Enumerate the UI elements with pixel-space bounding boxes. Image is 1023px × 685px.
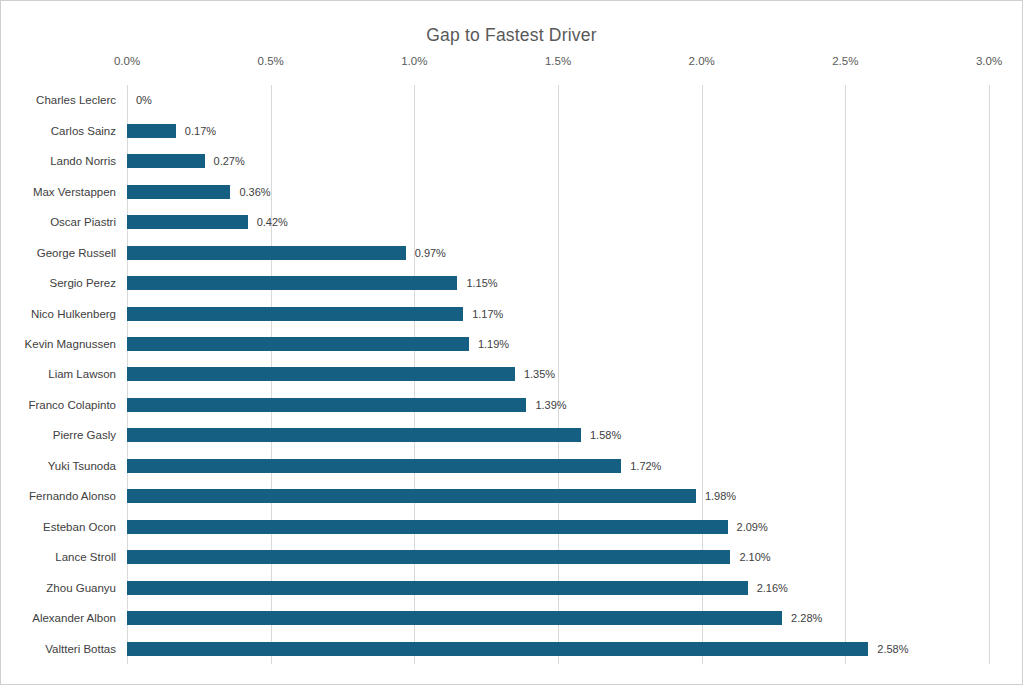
category-label: George Russell: [37, 247, 116, 259]
category-label: Pierre Gasly: [53, 429, 116, 441]
bar: [127, 550, 730, 564]
gridline: [989, 85, 990, 664]
bar-row: Carlos Sainz0.17%: [127, 115, 989, 145]
bar: [127, 428, 581, 442]
category-label: Zhou Guanyu: [46, 582, 116, 594]
data-label: 0.42%: [257, 216, 288, 228]
bar: [127, 367, 515, 381]
data-label: 1.58%: [590, 429, 621, 441]
category-label: Nico Hulkenberg: [31, 308, 116, 320]
data-label: 0.97%: [415, 247, 446, 259]
bar: [127, 581, 748, 595]
x-axis: 0.0% 0.5% 1.0% 1.5% 2.0% 2.5% 3.0%: [1, 55, 1022, 71]
bar: [127, 124, 176, 138]
bar: [127, 489, 696, 503]
data-label: 2.16%: [757, 582, 788, 594]
bar-row: Kevin Magnussen1.19%: [127, 329, 989, 359]
data-label: 0%: [136, 94, 152, 106]
bar-row: Sergio Perez1.15%: [127, 268, 989, 298]
bar: [127, 307, 463, 321]
x-axis-tick-label: 0.5%: [258, 55, 284, 67]
bar: [127, 459, 621, 473]
bar: [127, 520, 728, 534]
data-label: 2.28%: [791, 612, 822, 624]
category-label: Charles Leclerc: [36, 94, 116, 106]
chart-title: Gap to Fastest Driver: [1, 25, 1022, 46]
bar: [127, 246, 406, 260]
category-label: Franco Colapinto: [28, 399, 116, 411]
data-label: 1.17%: [472, 308, 503, 320]
category-label: Esteban Ocon: [43, 521, 116, 533]
bar: [127, 642, 868, 656]
bar-row: Max Verstappen0.36%: [127, 176, 989, 206]
category-label: Yuki Tsunoda: [48, 460, 116, 472]
bar: [127, 398, 526, 412]
bar-row: Lance Stroll2.10%: [127, 542, 989, 572]
x-axis-tick-label: 1.5%: [545, 55, 571, 67]
data-label: 0.36%: [239, 186, 270, 198]
data-label: 0.27%: [214, 155, 245, 167]
data-label: 1.39%: [535, 399, 566, 411]
bar-row: Fernando Alonso1.98%: [127, 481, 989, 511]
bar: [127, 337, 469, 351]
x-axis-tick-label: 0.0%: [114, 55, 140, 67]
category-label: Lance Stroll: [55, 551, 116, 563]
bar-row: Valtteri Bottas2.58%: [127, 634, 989, 664]
x-axis-tick-label: 1.0%: [401, 55, 427, 67]
bar-row: Zhou Guanyu2.16%: [127, 573, 989, 603]
bar-chart: Gap to Fastest Driver 0.0% 0.5% 1.0% 1.5% 2.…: [0, 0, 1023, 685]
data-label: 1.72%: [630, 460, 661, 472]
category-label: Valtteri Bottas: [45, 643, 116, 655]
category-label: Liam Lawson: [48, 368, 116, 380]
bar-row: Nico Hulkenberg1.17%: [127, 298, 989, 328]
data-label: 1.19%: [478, 338, 509, 350]
category-label: Oscar Piastri: [50, 216, 116, 228]
plot-area: Charles Leclerc0%Carlos Sainz0.17%Lando …: [127, 85, 989, 664]
x-axis-tick-label: 3.0%: [976, 55, 1002, 67]
data-label: 1.35%: [524, 368, 555, 380]
bar: [127, 185, 230, 199]
data-label: 2.09%: [737, 521, 768, 533]
data-label: 2.58%: [877, 643, 908, 655]
x-axis-tick-label: 2.0%: [689, 55, 715, 67]
bar-row: Alexander Albon2.28%: [127, 603, 989, 633]
category-label: Alexander Albon: [32, 612, 116, 624]
bar-row: Pierre Gasly1.58%: [127, 420, 989, 450]
category-label: Lando Norris: [50, 155, 116, 167]
bar: [127, 611, 782, 625]
category-label: Fernando Alonso: [29, 490, 116, 502]
bar-row: Franco Colapinto1.39%: [127, 390, 989, 420]
category-label: Max Verstappen: [33, 186, 116, 198]
bar-row: Charles Leclerc0%: [127, 85, 989, 115]
bar-row: Lando Norris0.27%: [127, 146, 989, 176]
bar-row: Oscar Piastri0.42%: [127, 207, 989, 237]
bar: [127, 215, 248, 229]
data-label: 0.17%: [185, 125, 216, 137]
data-label: 2.10%: [739, 551, 770, 563]
bar-row: Yuki Tsunoda1.72%: [127, 451, 989, 481]
bar: [127, 276, 457, 290]
bar-row: Esteban Ocon2.09%: [127, 512, 989, 542]
category-label: Carlos Sainz: [51, 125, 116, 137]
bar-row: Liam Lawson1.35%: [127, 359, 989, 389]
category-label: Kevin Magnussen: [25, 338, 116, 350]
bar-row: George Russell0.97%: [127, 237, 989, 267]
bar: [127, 154, 205, 168]
data-label: 1.98%: [705, 490, 736, 502]
category-label: Sergio Perez: [50, 277, 116, 289]
x-axis-tick-label: 2.5%: [832, 55, 858, 67]
data-label: 1.15%: [466, 277, 497, 289]
